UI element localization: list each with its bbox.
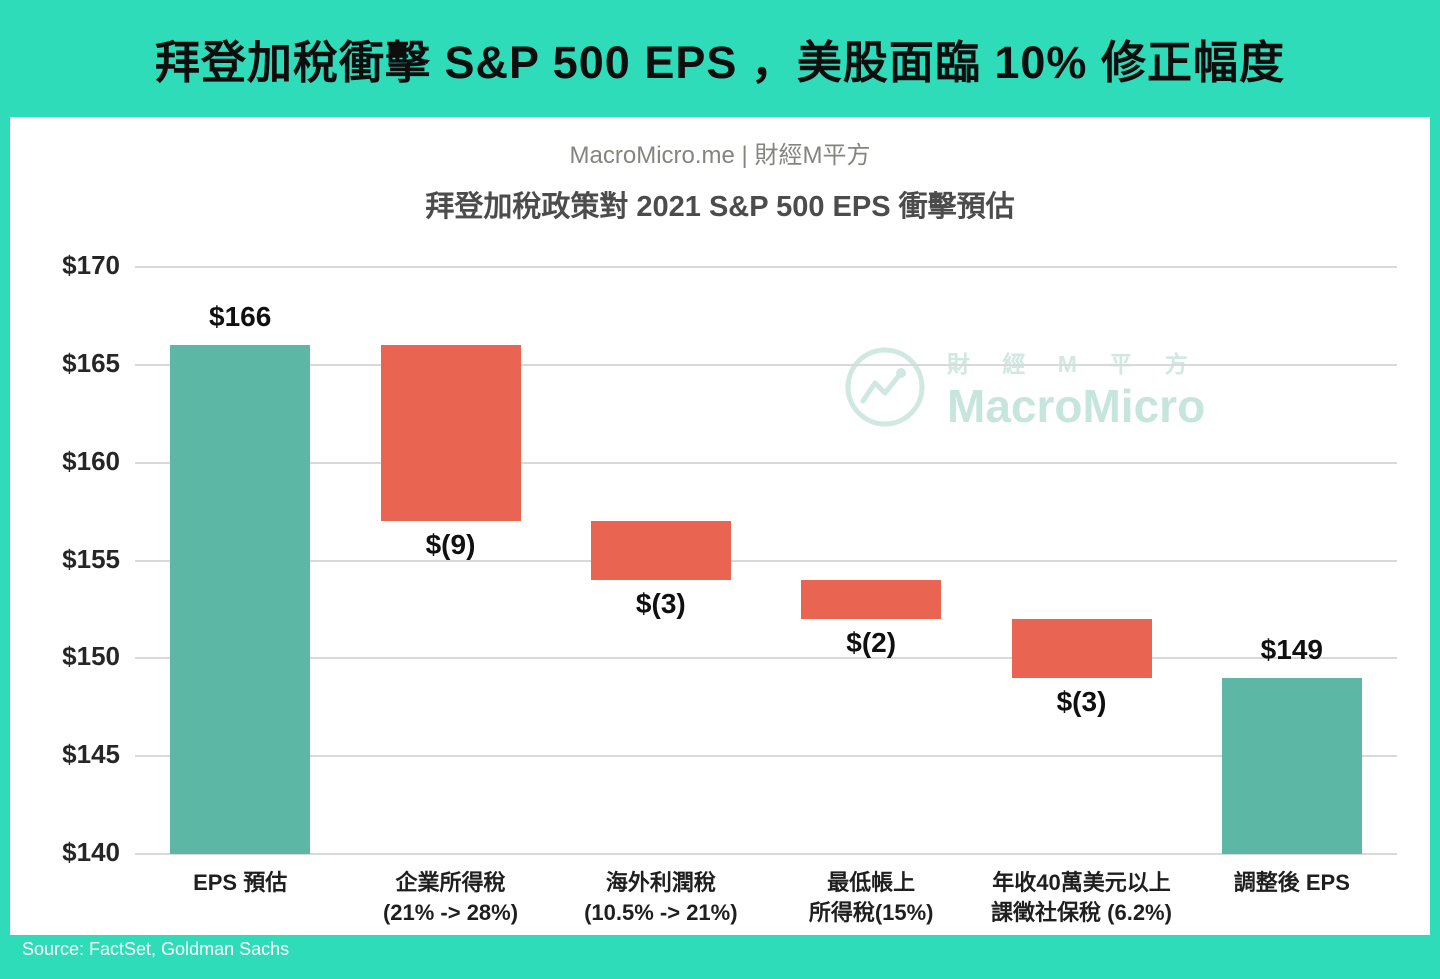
- y-axis-tick-label: $160: [62, 445, 120, 476]
- y-axis-tick-label: $165: [62, 347, 120, 378]
- x-axis-category-label: 企業所得稅 (21% -> 28%): [323, 868, 579, 929]
- x-axis-category-line: 最低帳上: [827, 870, 916, 895]
- x-axis-category-line: 所得稅(15%): [808, 900, 934, 926]
- x-axis-category-line: 課徵社保稅 (6.2%): [991, 900, 1172, 926]
- x-axis-category-label: EPS 預估: [112, 868, 368, 898]
- x-axis-category-line: 年收40萬美元以上: [992, 870, 1171, 895]
- gridline: [135, 755, 1397, 758]
- bar-value-label: $(2): [846, 627, 897, 659]
- bar-value-label: $(3): [1056, 685, 1107, 717]
- waterfall-bar-4: [801, 580, 942, 620]
- chart-title: 拜登加稅政策對 2021 S&P 500 EPS 衝擊預估: [425, 191, 1015, 223]
- y-axis-tick-label: $150: [62, 641, 120, 672]
- gridline: [135, 853, 1397, 855]
- gridline: [135, 657, 1397, 660]
- x-axis-category-label: 年收40萬美元以上 課徵社保稅 (6.2%): [954, 868, 1210, 929]
- brand-line: MacroMicro.me | 財經M平方: [569, 142, 871, 169]
- x-axis-category-label: 調整後 EPS: [1164, 868, 1420, 898]
- gridline: [135, 559, 1397, 562]
- gridline: [135, 363, 1397, 366]
- waterfall-bar-6: [1221, 677, 1362, 854]
- x-axis-category-line: (10.5% -> 21%): [584, 900, 738, 926]
- bar-value-label: $(9): [425, 529, 476, 561]
- waterfall-bar-2: [380, 345, 521, 522]
- bar-value-label: $166: [209, 301, 272, 333]
- waterfall-bar-1: [170, 345, 311, 854]
- x-axis-category-label: 海外利潤稅 (10.5% -> 21%): [533, 868, 789, 929]
- gridline: [135, 266, 1397, 268]
- x-axis-category-line: 海外利潤稅: [605, 870, 716, 895]
- page-title-banner: 拜登加稅衝擊 S&P 500 EPS ，美股面臨 10% 修正幅度: [0, 0, 1440, 117]
- x-axis-category-line: EPS 預估: [193, 870, 288, 895]
- y-axis-tick-label: $170: [62, 250, 120, 280]
- waterfall-plot: $140 $145 $150 $155 $160 $165 $170 $166 EPS 預估 $(…: [10, 117, 1430, 935]
- x-axis-category-line: 企業所得稅: [395, 870, 506, 895]
- waterfall-bar-3: [590, 521, 731, 581]
- bar-value-label: $149: [1260, 633, 1323, 665]
- source-note: Source: FactSet, Goldman Sachs: [22, 939, 290, 959]
- waterfall-bar-5: [1011, 619, 1152, 678]
- page-title: 拜登加稅衝擊 S&P 500 EPS ，美股面臨 10% 修正幅度: [155, 37, 1285, 88]
- bar-value-label: $(3): [635, 588, 686, 620]
- y-axis-tick-label: $140: [62, 837, 120, 867]
- x-axis-category-label: 最低帳上所得稅(15%): [743, 868, 999, 929]
- x-axis-category-line: 調整後 EPS: [1233, 870, 1350, 895]
- x-axis-category-line: (21% -> 28%): [382, 900, 519, 926]
- y-axis-tick-label: $145: [62, 739, 120, 770]
- y-axis-tick-label: $155: [62, 543, 120, 574]
- chart-panel: MacroMicro.me | 財經M平方 拜登加稅政策對 2021 S&P 5…: [10, 117, 1430, 935]
- gridline: [135, 461, 1397, 464]
